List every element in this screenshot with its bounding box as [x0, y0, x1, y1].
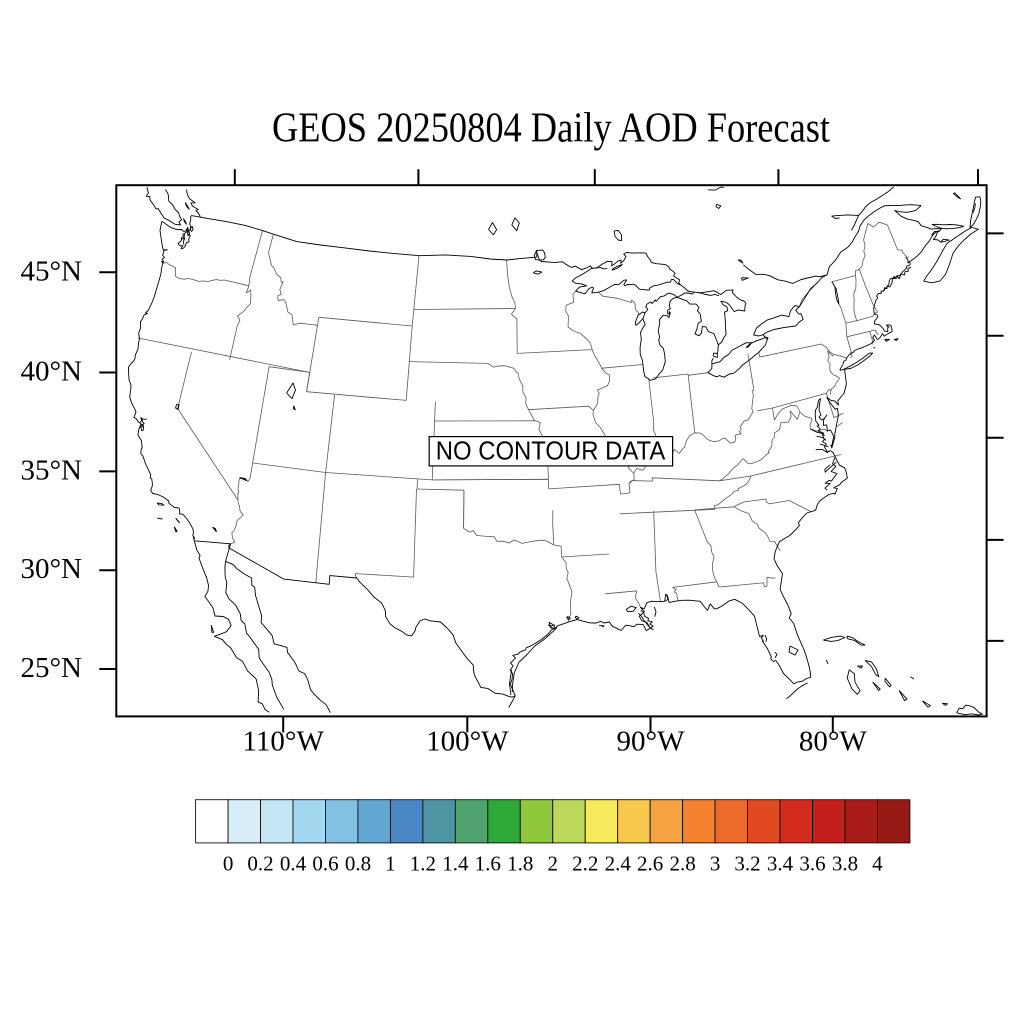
- svg-text:4: 4: [872, 851, 883, 875]
- svg-text:80°W: 80°W: [799, 726, 868, 758]
- svg-text:2.4: 2.4: [605, 851, 632, 875]
- svg-text:35°N: 35°N: [20, 454, 82, 486]
- svg-text:3.2: 3.2: [734, 851, 760, 875]
- svg-text:90°W: 90°W: [617, 726, 686, 758]
- svg-text:0.4: 0.4: [280, 851, 307, 875]
- svg-text:110°W: 110°W: [242, 726, 324, 758]
- svg-text:3: 3: [710, 851, 721, 875]
- svg-text:45°N: 45°N: [20, 255, 82, 287]
- svg-text:1: 1: [385, 851, 396, 875]
- svg-text:3.8: 3.8: [832, 851, 858, 875]
- svg-text:0: 0: [223, 851, 234, 875]
- svg-text:1.2: 1.2: [410, 851, 436, 875]
- svg-text:0.2: 0.2: [247, 851, 273, 875]
- svg-text:GEOS 20250804 Daily AOD Foreca: GEOS 20250804 Daily AOD Forecast: [272, 106, 830, 152]
- svg-text:40°N: 40°N: [20, 356, 82, 388]
- svg-text:1.8: 1.8: [507, 851, 533, 875]
- svg-text:1.4: 1.4: [442, 851, 469, 875]
- svg-text:3.6: 3.6: [799, 851, 825, 875]
- svg-text:2: 2: [548, 851, 559, 875]
- svg-text:2.2: 2.2: [572, 851, 598, 875]
- svg-text:1.6: 1.6: [475, 851, 501, 875]
- svg-text:100°W: 100°W: [426, 726, 509, 758]
- svg-text:2.6: 2.6: [637, 851, 663, 875]
- svg-text:NO CONTOUR DATA: NO CONTOUR DATA: [436, 435, 666, 465]
- svg-text:0.6: 0.6: [312, 851, 338, 875]
- svg-text:30°N: 30°N: [20, 553, 82, 585]
- svg-text:25°N: 25°N: [20, 652, 82, 684]
- svg-text:3.4: 3.4: [767, 851, 794, 875]
- svg-text:2.8: 2.8: [669, 851, 695, 875]
- svg-text:0.8: 0.8: [345, 851, 371, 875]
